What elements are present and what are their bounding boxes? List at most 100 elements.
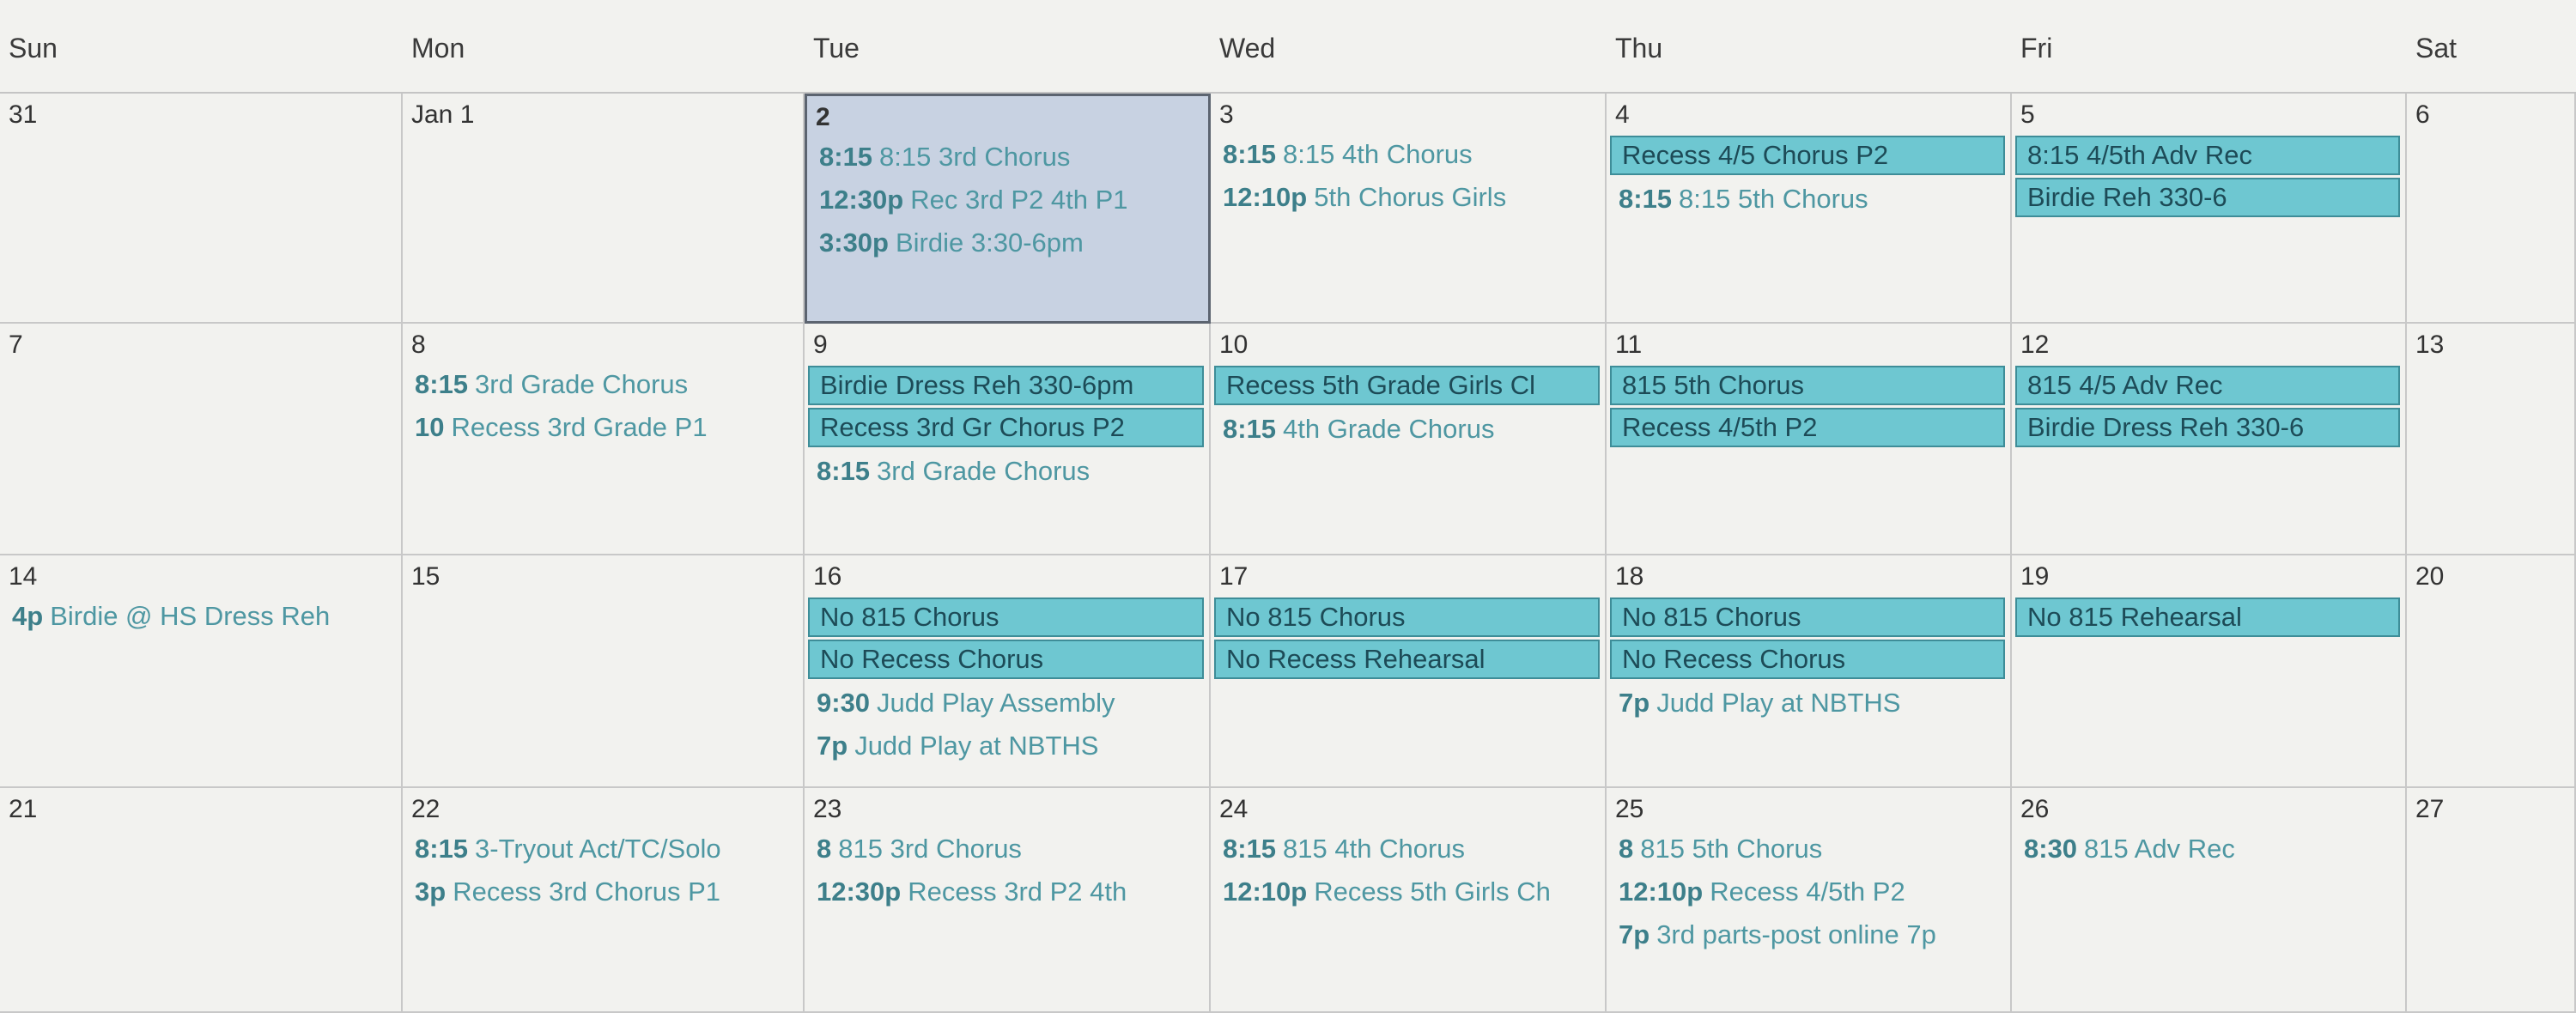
event-chip[interactable]: Birdie Reh 330-6 <box>2015 178 2400 217</box>
event-title: 815 3rd Chorus <box>838 834 1022 864</box>
event[interactable]: 8:15 4th Grade Chorus <box>1211 408 1605 451</box>
event[interactable]: 9:30 Judd Play Assembly <box>805 682 1209 725</box>
day-cell[interactable]: 8 8:15 3rd Grade Chorus 10 Recess 3rd Grade … <box>403 324 805 555</box>
day-cell[interactable]: 17 No 815 Chorus No Recess Rehearsal <box>1211 555 1607 788</box>
event[interactable]: 12:10p Recess 4/5th P2 <box>1607 870 2010 913</box>
event-chip[interactable]: No Recess Chorus <box>808 640 1204 679</box>
event[interactable]: 10 Recess 3rd Grade P1 <box>403 406 803 449</box>
day-cell[interactable]: 13 <box>2407 324 2576 555</box>
day-number: 4 <box>1615 100 1630 129</box>
day-cell[interactable]: Jan 1 <box>403 94 805 324</box>
day-cell[interactable]: 22 8:15 3-Tryout Act/TC/Solo 3p Recess 3rd C… <box>403 788 805 1013</box>
event-chip[interactable]: 815 4/5 Adv Rec <box>2015 366 2400 405</box>
event-chip[interactable]: Recess 5th Grade Girls Cl <box>1214 366 1600 405</box>
event[interactable]: 12:10p Recess 5th Girls Ch <box>1211 870 1605 913</box>
event-time: 3:30p <box>819 227 889 258</box>
event-chip[interactable]: No 815 Chorus <box>808 597 1204 637</box>
event-chip[interactable]: Birdie Dress Reh 330-6pm <box>808 366 1204 405</box>
event[interactable]: 3p Recess 3rd Chorus P1 <box>403 870 803 913</box>
event[interactable]: 8:15 8:15 4th Chorus <box>1211 133 1605 176</box>
day-number: Jan 1 <box>411 100 475 129</box>
day-cell[interactable]: 2 8:15 8:15 3rd Chorus 12:30p Rec 3rd P2 4th… <box>805 94 1211 324</box>
event[interactable]: 8:30 815 Adv Rec <box>2012 828 2405 870</box>
day-cell[interactable]: 26 8:30 815 Adv Rec <box>2012 788 2407 1013</box>
weekday-header: Sat <box>2407 0 2576 94</box>
event-time: 7p <box>1619 919 1650 949</box>
event-title: 8:15 3rd Chorus <box>879 142 1071 172</box>
event-title: 3-Tryout Act/TC/Solo <box>475 834 721 864</box>
event-time: 8:30 <box>2024 834 2078 864</box>
weekday-header: Thu <box>1607 0 2012 94</box>
day-cell[interactable]: 5 8:15 4/5th Adv Rec Birdie Reh 330-6 <box>2012 94 2407 324</box>
event-time: 12:10p <box>1223 877 1308 907</box>
day-cell[interactable]: 27 <box>2407 788 2576 1013</box>
event-title: 815 Adv Rec <box>2084 834 2235 864</box>
event[interactable]: 12:30p Rec 3rd P2 4th P1 <box>807 179 1208 221</box>
day-cell[interactable]: 21 <box>0 788 403 1013</box>
event-chip[interactable]: No Recess Rehearsal <box>1214 640 1600 679</box>
event-chip[interactable]: No 815 Chorus <box>1610 597 2005 637</box>
event-title: 8:15 4th Chorus <box>1283 139 1473 169</box>
day-cell[interactable]: 10 Recess 5th Grade Girls Cl 8:15 4th Grade… <box>1211 324 1607 555</box>
day-number: 13 <box>2415 331 2445 359</box>
event[interactable]: 8:15 3rd Grade Chorus <box>805 450 1209 493</box>
event[interactable]: 7p Judd Play at NBTHS <box>805 725 1209 767</box>
day-cell[interactable]: 18 No 815 Chorus No Recess Chorus 7p Judd Pl… <box>1607 555 2012 788</box>
day-number: 8 <box>411 331 426 359</box>
event-chip[interactable]: 8:15 4/5th Adv Rec <box>2015 136 2400 175</box>
event-chip[interactable]: Birdie Dress Reh 330-6 <box>2015 408 2400 447</box>
event[interactable]: 3:30p Birdie 3:30-6pm <box>807 221 1208 264</box>
day-number: 26 <box>2020 795 2050 823</box>
event-title: Recess 3rd Chorus P1 <box>453 877 721 907</box>
event[interactable]: 7p Judd Play at NBTHS <box>1607 682 2010 725</box>
event[interactable]: 12:30p Recess 3rd P2 4th <box>805 870 1209 913</box>
event[interactable]: 4p Birdie @ HS Dress Reh <box>0 595 401 638</box>
day-cell[interactable]: 19 No 815 Rehearsal <box>2012 555 2407 788</box>
day-cell[interactable]: 24 8:15 815 4th Chorus 12:10p Recess 5th Gir… <box>1211 788 1607 1013</box>
event[interactable]: 8:15 815 4th Chorus <box>1211 828 1605 870</box>
day-number: 18 <box>1615 562 1644 591</box>
day-cell[interactable]: 25 8 815 5th Chorus 12:10p Recess 4/5th P2 7p… <box>1607 788 2012 1013</box>
day-number: 9 <box>813 331 828 359</box>
event[interactable]: 8 815 5th Chorus <box>1607 828 2010 870</box>
day-number: 23 <box>813 795 842 823</box>
day-cell[interactable]: 3 8:15 8:15 4th Chorus 12:10p 5th Chorus Gir… <box>1211 94 1607 324</box>
event-title: 815 4th Chorus <box>1283 834 1466 864</box>
event-time: 8:15 <box>819 142 873 172</box>
day-number: 19 <box>2020 562 2050 591</box>
day-cell[interactable]: 14 4p Birdie @ HS Dress Reh <box>0 555 403 788</box>
day-cell[interactable]: 20 <box>2407 555 2576 788</box>
day-cell[interactable]: 11 815 5th Chorus Recess 4/5th P2 <box>1607 324 2012 555</box>
event[interactable]: 8:15 3rd Grade Chorus <box>403 363 803 406</box>
event-chip[interactable]: No Recess Chorus <box>1610 640 2005 679</box>
event-chip[interactable]: 815 5th Chorus <box>1610 366 2005 405</box>
day-cell[interactable]: 7 <box>0 324 403 555</box>
event-title: Recess 3rd Grade P1 <box>451 412 708 442</box>
day-cell[interactable]: 9 Birdie Dress Reh 330-6pm Recess 3rd Gr C… <box>805 324 1211 555</box>
event-chip[interactable]: Recess 3rd Gr Chorus P2 <box>808 408 1204 447</box>
event-time: 12:30p <box>817 877 902 907</box>
event[interactable]: 8:15 3-Tryout Act/TC/Solo <box>403 828 803 870</box>
event[interactable]: 12:10p 5th Chorus Girls <box>1211 176 1605 219</box>
event-time: 9:30 <box>817 688 871 718</box>
event[interactable]: 8:15 8:15 5th Chorus <box>1607 178 2010 221</box>
event-title: Recess 5th Girls Ch <box>1314 877 1551 907</box>
event-chip[interactable]: No 815 Rehearsal <box>2015 597 2400 637</box>
event[interactable]: 8:15 8:15 3rd Chorus <box>807 136 1208 179</box>
day-cell[interactable]: 6 <box>2407 94 2576 324</box>
event[interactable]: 8 815 3rd Chorus <box>805 828 1209 870</box>
weekday-header: Wed <box>1211 0 1607 94</box>
event-time: 7p <box>817 731 848 761</box>
event-chip[interactable]: Recess 4/5th P2 <box>1610 408 2005 447</box>
day-cell[interactable]: 31 <box>0 94 403 324</box>
event-chip[interactable]: Recess 4/5 Chorus P2 <box>1610 136 2005 175</box>
day-cell[interactable]: 12 815 4/5 Adv Rec Birdie Dress Reh 330-6 <box>2012 324 2407 555</box>
day-cell[interactable]: 4 Recess 4/5 Chorus P2 8:15 8:15 5th Chorus <box>1607 94 2012 324</box>
day-cell[interactable]: 23 8 815 3rd Chorus 12:30p Recess 3rd P2 4th <box>805 788 1211 1013</box>
event-time: 12:10p <box>1619 877 1704 907</box>
event-chip[interactable]: No 815 Chorus <box>1214 597 1600 637</box>
event-time: 8 <box>817 834 832 864</box>
event[interactable]: 7p 3rd parts-post online 7p <box>1607 913 2010 956</box>
day-cell[interactable]: 15 <box>403 555 805 788</box>
day-cell[interactable]: 16 No 815 Chorus No Recess Chorus 9:30 Judd … <box>805 555 1211 788</box>
